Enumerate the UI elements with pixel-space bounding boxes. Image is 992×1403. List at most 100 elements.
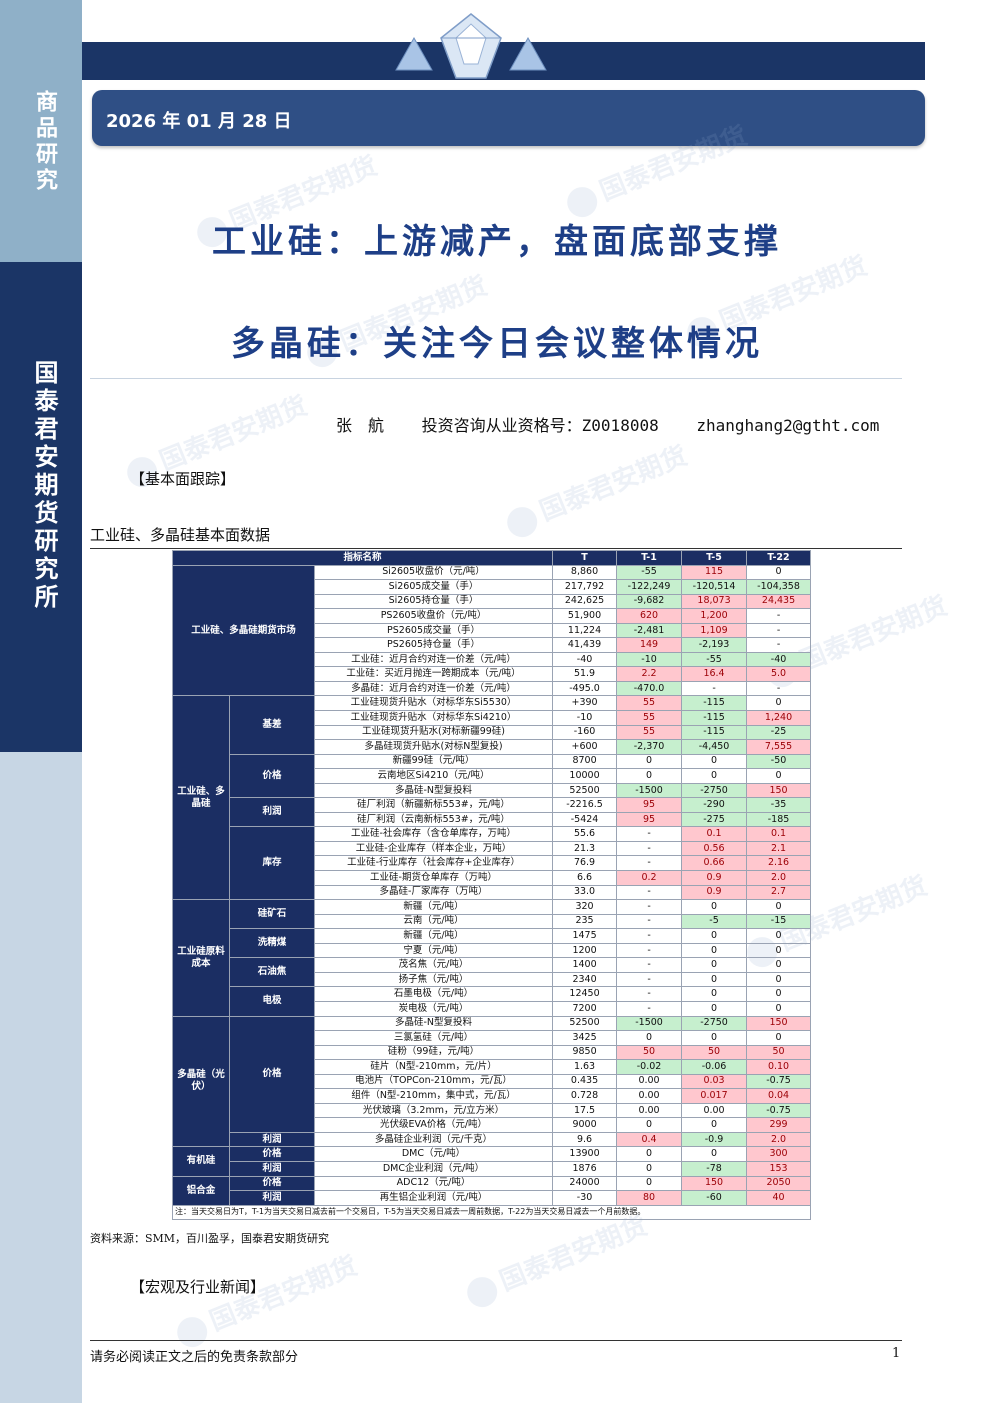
value-cell: - [616, 1000, 683, 1017]
subgroup-label: 利润 [229, 1131, 315, 1148]
data-source: 资料来源：SMM，百川盈孚，国泰君安期货研究 [90, 1232, 330, 1245]
table-row: 光伏玻璃（3.2mm，元/立方米） 17.5 0.00 0.00 -0.75 [173, 1102, 812, 1119]
table-row: 电池片（TOPCon-210mm，元/瓦） 0.435 0.00 0.03 -0.75 [173, 1073, 812, 1090]
value-cell: -15 [746, 913, 812, 930]
value-cell: 33.0 [552, 884, 618, 901]
subgroup-label: 价格 [229, 1175, 315, 1192]
indicator-name: 工业硅现货升贴水（对标华东Si4210） [313, 710, 554, 726]
indicator-name: PS2605成交量（手） [313, 622, 554, 639]
value-cell: 150 [746, 782, 812, 799]
indicator-name: 硅粉（99硅，元/吨） [313, 1044, 554, 1061]
table-row: 洗精煤 新疆（元/吨） 1475-0 0 [173, 928, 812, 959]
table-row: 扬子焦（元/吨） 2340-0 0 [173, 971, 812, 988]
indicator-name: 硅厂利润（新疆新标553#，元/吨） [313, 797, 554, 813]
table-row: 工业硅-期货仓单库存（万吨） 6.6 0.2 0.9 2.0 [173, 870, 812, 886]
indicator-name: 多晶硅现货升贴水(对标N型复投) [313, 739, 554, 755]
value-cell: 55 [616, 724, 683, 741]
value-cell: -2,370 [616, 739, 683, 755]
value-cell: -5 [681, 913, 748, 930]
table-row: 有机硅 价格 DMC（元/吨） 13900 0 0 300 [172, 1146, 812, 1177]
value-cell: -104,358 [746, 579, 812, 595]
value-cell: -55 [681, 651, 748, 668]
header-bar [82, 42, 925, 80]
table-row: 库存 工业硅-社会库存（含仓单库存，万吨） 55.6-0.1 0.1 [173, 826, 812, 901]
indicator-name: DMC企业利润（元/吨） [313, 1160, 554, 1177]
value-cell: -60 [681, 1190, 748, 1206]
value-cell: 52500 [552, 782, 618, 799]
subgroup-label: 价格 [229, 1146, 315, 1162]
value-cell: +600 [552, 739, 618, 755]
value-cell: 0 [616, 1117, 683, 1133]
value-cell: 5.0 [746, 666, 812, 682]
value-cell: -30 [552, 1190, 618, 1206]
indicator-name: 云南（元/吨） [313, 913, 554, 930]
indicator-name: 新疆99硅（元/吨） [313, 753, 554, 770]
group-label: 多晶硅（光伏） [172, 1015, 230, 1148]
value-cell: 2.0 [746, 1131, 812, 1148]
value-cell: 320 [552, 899, 618, 915]
watermark-logo-icon [462, 1272, 502, 1312]
value-cell: 80 [616, 1190, 683, 1206]
group-label: 铝合金 [172, 1175, 230, 1206]
subgroup-label: 利润 [229, 1190, 315, 1206]
value-cell: - [746, 637, 812, 653]
value-cell: - [616, 884, 683, 901]
value-cell: 0 [746, 986, 812, 1002]
value-cell: - [616, 855, 683, 872]
value-cell: 55 [616, 710, 683, 726]
value-cell: 0.10 [746, 1059, 812, 1075]
value-cell: -50 [746, 753, 812, 770]
value-cell: - [616, 913, 683, 930]
value-cell: 13900 [552, 1146, 618, 1162]
value-cell: -120,514 [681, 579, 748, 595]
table-row: 工业硅、多晶硅 基差 工业硅现货升贴水（对标华东Si5530） +390 55 -115 0 [172, 695, 812, 901]
table-row: 多晶硅-N型复投料 52500 -1500 -2750 150 [173, 782, 812, 799]
value-cell: 0 [681, 986, 748, 1002]
table-row: 工业硅、多晶硅期货市场 Si2605收盘价（元/吨） 8,860 -55 115 0 [172, 564, 812, 697]
value-cell: 0 [681, 1117, 748, 1133]
subgroup-label: 电极 [229, 986, 315, 1017]
value-cell: 150 [746, 1015, 812, 1032]
value-cell: - [616, 928, 683, 944]
value-cell: -4,450 [681, 739, 748, 755]
indicator-name: 扬子焦（元/吨） [313, 971, 554, 988]
value-cell: 51,900 [552, 608, 618, 624]
indicator-name: 工业硅：近月合约对连一价差（元/吨） [313, 651, 554, 668]
value-cell: 0.1 [681, 826, 748, 842]
value-cell: 11,224 [552, 622, 618, 639]
value-cell: -115 [681, 710, 748, 726]
value-cell: 0 [681, 1030, 748, 1046]
value-cell: 9000 [552, 1117, 618, 1133]
header-t1: T-1 [616, 550, 683, 566]
group-label: 工业硅、多晶硅 [172, 695, 230, 901]
value-cell: 0 [746, 899, 812, 915]
value-cell: -470.0 [616, 680, 683, 697]
table-row: 光伏级EVA价格（元/吨） 9000 0 0 299 [173, 1117, 812, 1133]
value-cell: 2340 [552, 971, 618, 988]
value-cell: 8,860 [552, 564, 618, 581]
value-cell: -2750 [681, 1015, 748, 1032]
subgroup-label: 库存 [229, 826, 315, 901]
value-cell: 55.6 [552, 826, 618, 842]
value-cell: - [616, 899, 683, 915]
indicator-name: 工业硅-期货仓单库存（万吨） [313, 870, 554, 886]
value-cell: 7,555 [746, 739, 812, 755]
value-cell: 300 [746, 1146, 812, 1162]
author-email[interactable]: zhanghang2@gtht.com [696, 416, 880, 435]
value-cell: 0 [681, 971, 748, 988]
table-row: 利润 再生铝企业利润（元/吨） -30 80 -60 40 [173, 1190, 812, 1206]
value-cell: -40 [552, 651, 618, 668]
value-cell: 0 [746, 1000, 812, 1017]
value-cell: -0.06 [681, 1059, 748, 1075]
value-cell: 1,200 [681, 608, 748, 624]
watermark: 国泰君安期货 [460, 1205, 652, 1312]
table-row: 工业硅现货升贴水(对标新疆99硅) -160 55 -115 -25 [173, 724, 812, 741]
value-cell: 17.5 [552, 1102, 618, 1119]
value-cell: -55 [616, 564, 683, 581]
value-cell: 18,073 [681, 593, 748, 610]
header-indicator: 指标名称 [171, 550, 554, 566]
date-banner: 2026 年 01 月 28 日 [92, 90, 925, 146]
indicator-name: 光伏级EVA价格（元/吨） [313, 1117, 554, 1133]
table-note: 注：当天交易日为T，T-1为当天交易日减去前一个交易日，T-5为当天交易日减去一… [171, 1204, 812, 1221]
watermark-logo-icon [502, 502, 542, 542]
